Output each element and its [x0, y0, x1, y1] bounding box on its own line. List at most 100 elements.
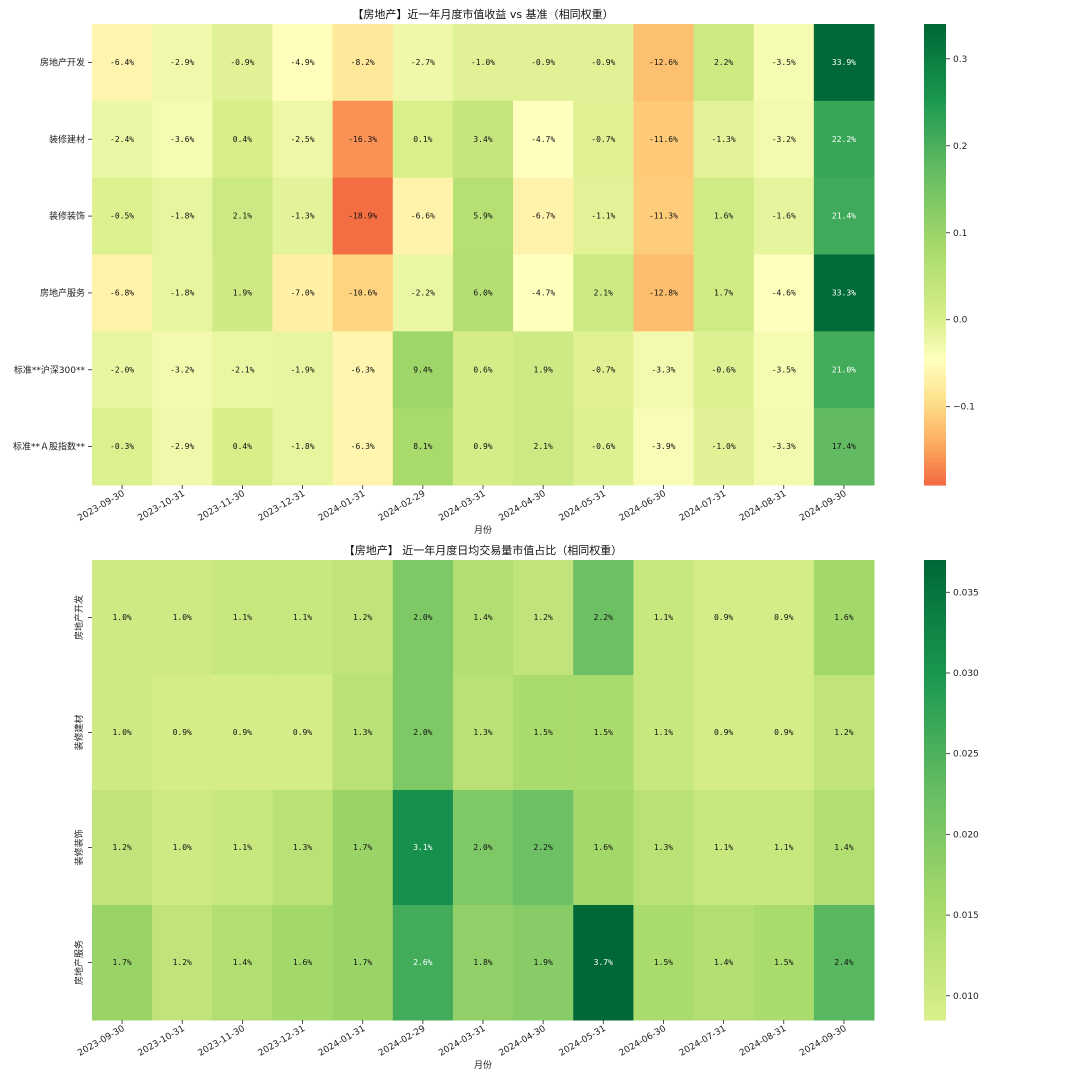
colorbar-segment	[924, 70, 946, 75]
colorbar-segment	[924, 586, 946, 592]
colorbar-segment	[924, 358, 946, 363]
heatmap-1: 【房地产】近一年月度市值收益 vs 基准（相同权重） -6.4% -2.9% -0.9…	[13, 7, 975, 536]
colorbar-segment	[924, 993, 946, 998]
colorbar: 0.010 0.015 0.020 0.025 0.030 0.035	[924, 560, 979, 1021]
colorbar-segment	[924, 694, 946, 699]
colorbar-segment	[924, 312, 946, 317]
colorbar-segment	[924, 747, 946, 753]
colorbar-segment	[924, 828, 946, 833]
heatmap-cell	[272, 675, 334, 791]
cell-value-label: 1.3%	[473, 728, 492, 737]
heatmap-cell	[452, 100, 514, 179]
heatmap-cell	[813, 24, 875, 102]
heatmap-cell	[212, 331, 273, 409]
cell-value-label: 2.0%	[473, 843, 492, 852]
heatmap-cell	[573, 905, 634, 1021]
heatmap-cell	[272, 254, 334, 332]
colorbar-segment	[924, 135, 946, 140]
x-tick-label: 2024-01-31	[317, 489, 367, 524]
cell-value-label: -2.2%	[411, 288, 435, 297]
heatmap-cell	[452, 177, 514, 255]
colorbar-segment	[924, 958, 946, 964]
cell-value-label: -10.6%	[348, 288, 377, 297]
colorbar-segment	[924, 644, 946, 649]
colorbar-segment	[924, 404, 946, 409]
heatmap-cell	[332, 254, 394, 332]
heatmap-cell	[753, 177, 815, 255]
colorbar-segment	[924, 258, 946, 263]
cell-value-label: -6.8%	[110, 288, 134, 297]
heatmap-cell	[813, 177, 875, 255]
x-tick-label: 2024-08-31	[738, 1024, 788, 1059]
colorbar-segment	[924, 751, 946, 757]
colorbar-segment	[924, 315, 946, 321]
colorbar-segment	[924, 27, 946, 33]
colorbar-segment	[924, 296, 946, 302]
colorbar-segment	[924, 947, 946, 952]
colorbar-segment	[924, 782, 946, 787]
colorbar-segment	[924, 893, 946, 898]
colorbar-segment	[924, 266, 946, 271]
colorbar-segment	[924, 254, 946, 259]
heatmap-cell	[513, 254, 574, 332]
colorbar-segment	[924, 392, 946, 398]
colorbar-segment	[924, 801, 946, 806]
colorbar-segment	[924, 242, 946, 248]
cell-value-label: 2.2%	[594, 613, 613, 622]
cell-value-label: 1.1%	[233, 613, 252, 622]
colorbar-tick-label: 0.010	[953, 992, 979, 1002]
heatmap-cell	[633, 790, 695, 906]
colorbar-segment	[924, 427, 946, 432]
heatmap-cell	[513, 177, 574, 255]
heatmap-cell	[332, 177, 394, 255]
colorbar-segment	[924, 377, 946, 382]
colorbar-segment	[924, 39, 946, 44]
colorbar-segment	[924, 855, 946, 860]
heatmap-cell	[152, 24, 213, 102]
cell-value-label: -0.9%	[591, 58, 615, 67]
x-tick-label: 2024-03-31	[437, 1024, 487, 1059]
cell-value-label: 2.1%	[534, 442, 553, 451]
x-tick-label: 2024-02-29	[377, 1024, 428, 1059]
cell-value-label: 1.1%	[714, 843, 733, 852]
cell-value-label: -6.7%	[531, 212, 555, 221]
colorbar-segment	[924, 889, 946, 895]
colorbar-segment	[924, 598, 946, 603]
x-tick-label: 2023-11-30	[197, 1024, 248, 1059]
colorbar-segment	[924, 567, 946, 573]
cell-value-label: -2.7%	[411, 58, 435, 67]
cell-value-label: -4.9%	[290, 58, 314, 67]
colorbar-segment	[924, 24, 946, 29]
y-tick-label: 装修建材	[73, 714, 85, 750]
heatmap-cell	[753, 560, 815, 676]
colorbar-segment	[924, 824, 946, 829]
colorbar-segment	[924, 442, 946, 448]
cell-value-label: 1.6%	[714, 212, 733, 221]
colorbar-segment	[924, 385, 946, 390]
cell-value-label: 1.1%	[654, 728, 673, 737]
colorbar-segment	[924, 636, 946, 642]
heatmap-cell	[92, 790, 153, 906]
colorbar-tick-label: 0.035	[953, 588, 979, 598]
heatmap-cell	[573, 560, 634, 676]
colorbar-segment	[924, 847, 946, 852]
colorbar-segment	[924, 989, 946, 994]
cell-value-label: 5.9%	[473, 212, 492, 221]
heatmap-cell	[753, 254, 815, 332]
colorbar-segment	[924, 621, 946, 626]
y-tick-label: 标准**沪深300**	[14, 364, 86, 376]
colorbar-segment	[924, 974, 946, 979]
cell-value-label: 1.7%	[714, 288, 733, 297]
x-tick-label: 2024-06-30	[618, 1024, 669, 1059]
colorbar-segment	[924, 104, 946, 110]
heatmap-cell	[452, 254, 514, 332]
colorbar-segment	[924, 912, 946, 918]
colorbar-segment	[924, 728, 946, 734]
heatmap-cell	[272, 24, 334, 102]
colorbar-segment	[924, 755, 946, 760]
colorbar-segment	[924, 1004, 946, 1010]
heatmap-cell	[693, 254, 755, 332]
y-tick-label: 装修装饰	[73, 829, 85, 865]
heatmap-cell	[92, 905, 153, 1021]
colorbar-segment	[924, 227, 946, 233]
